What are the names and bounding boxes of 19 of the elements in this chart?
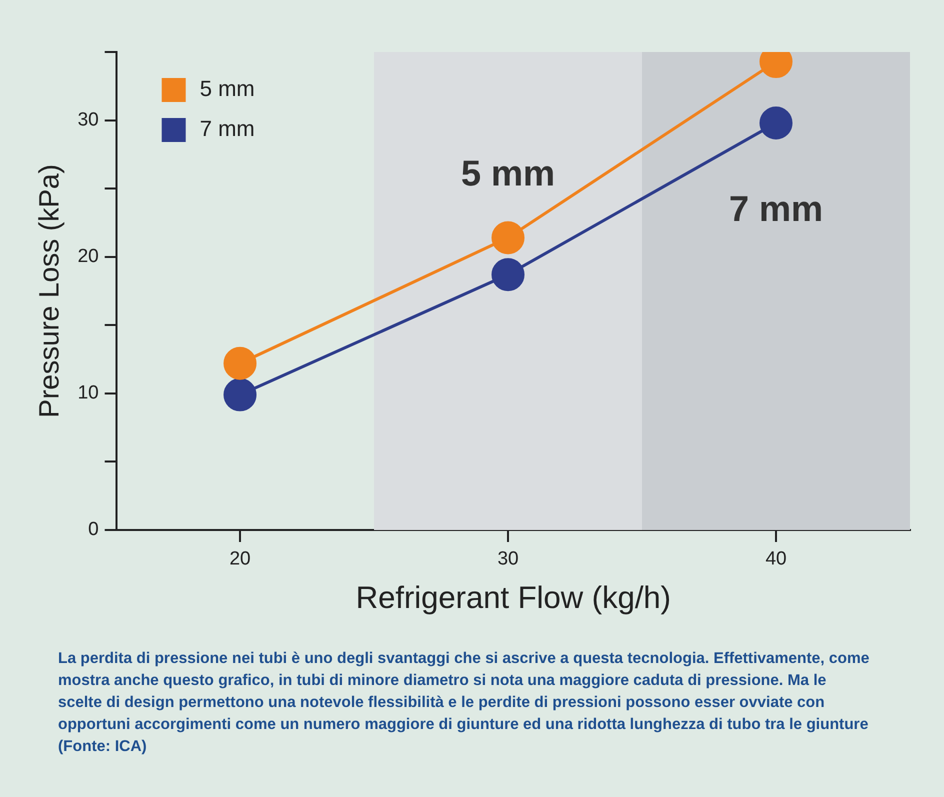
point: [224, 378, 257, 412]
text: 5 mm: [460, 152, 556, 194]
y-axis-title: Pressure Loss (kPa): [34, 164, 65, 418]
x-axis-title: Refrigerant Flow (kg/h): [356, 580, 672, 615]
point: [492, 221, 525, 254]
y-tick-label: 30: [78, 110, 99, 131]
y-tick-label: 0: [88, 519, 99, 540]
point: [492, 258, 525, 292]
y-tick-label: 10: [78, 382, 99, 404]
y-tick-label: 20: [78, 246, 99, 268]
x-tick-label: 40: [765, 548, 787, 570]
legend-label: 7 mm: [200, 116, 255, 142]
text: 7 mm: [728, 188, 824, 229]
legend-label: 5 mm: [200, 76, 255, 102]
x-tick-label: 30: [497, 548, 519, 570]
point: [224, 346, 257, 380]
x-tick-label: 20: [229, 548, 251, 570]
point: [760, 106, 793, 140]
text: La perdita di pressione nei tubi è uno degli svantaggi che si ascrive a questa tecnologia. Effettivamente, come mostra anche questo grafico, in tubi di minore diametro si nota una maggiore caduta di pressione. Ma le scelte di design permettono una notevole flessibilità e le perdite di pressioni possono esser ovviate con opportuni accorgimenti come un numero maggiore di giunture ed una ridotta lunghezza di tubo tra le giunture (Fonte: ICA): [58, 649, 870, 757]
